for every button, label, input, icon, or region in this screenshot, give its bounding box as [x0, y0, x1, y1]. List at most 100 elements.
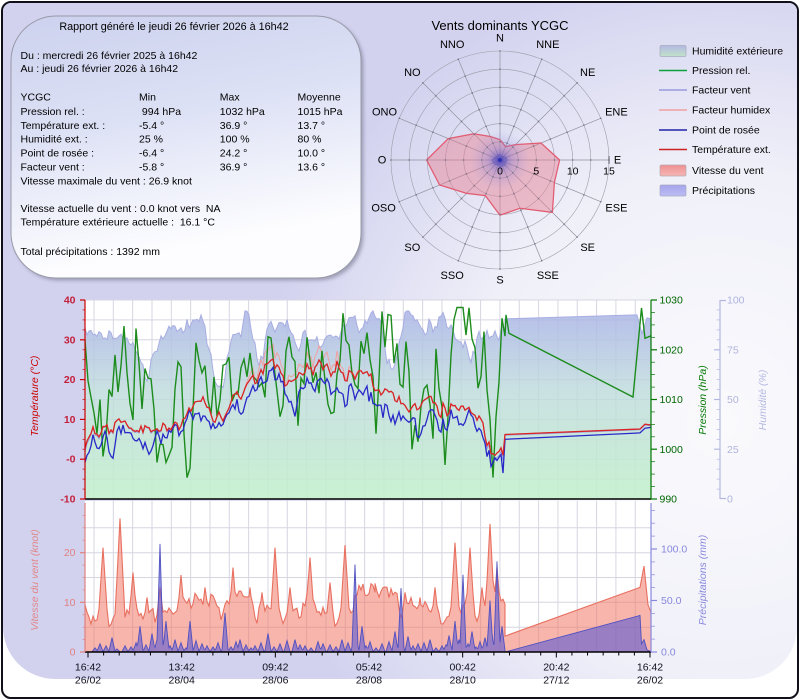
- svg-text:Pression rel.: Pression rel.: [692, 65, 750, 77]
- svg-text:25 %: 25 %: [139, 134, 163, 146]
- svg-text:20: 20: [64, 374, 76, 386]
- svg-text:30: 30: [64, 334, 76, 346]
- svg-text:15: 15: [603, 166, 615, 178]
- svg-text:00:42: 00:42: [450, 662, 476, 674]
- svg-text:-10: -10: [60, 494, 75, 506]
- svg-text:994 hPa: 994 hPa: [139, 106, 181, 118]
- svg-text:O: O: [378, 155, 387, 167]
- svg-text:NO: NO: [404, 67, 421, 79]
- svg-text:0.0: 0.0: [661, 647, 676, 659]
- svg-text:0: 0: [727, 494, 733, 506]
- svg-text:36.9 °: 36.9 °: [220, 162, 248, 174]
- svg-text:10: 10: [64, 414, 76, 426]
- svg-text:Vitesse actuelle du vent : 0.0: Vitesse actuelle du vent : 0.0 knot vers…: [21, 203, 221, 215]
- svg-text:16:42: 16:42: [75, 662, 101, 674]
- svg-text:80 %: 80 %: [298, 134, 322, 146]
- svg-text:SSE: SSE: [537, 270, 559, 282]
- svg-text:28/04: 28/04: [169, 675, 195, 687]
- svg-text:Rapport généré le jeudi 26 fév: Rapport généré le jeudi 26 février 2026 …: [59, 21, 288, 33]
- svg-text:-5.8 °: -5.8 °: [139, 162, 164, 174]
- svg-text:Température ext. :: Température ext. :: [21, 120, 106, 132]
- svg-text:0: 0: [70, 647, 76, 659]
- svg-text:N: N: [496, 33, 504, 45]
- svg-text:-5.4 °: -5.4 °: [139, 120, 164, 132]
- svg-text:100.0: 100.0: [661, 544, 687, 556]
- svg-text:Moyenne: Moyenne: [298, 92, 341, 104]
- svg-text:Facteur vent: Facteur vent: [692, 85, 750, 97]
- svg-text:0: 0: [497, 166, 503, 178]
- svg-text:Humidité extérieure: Humidité extérieure: [692, 46, 783, 58]
- svg-text:Température (°C): Température (°C): [29, 356, 41, 437]
- svg-text:Vitesse du vent (knot): Vitesse du vent (knot): [29, 529, 41, 630]
- svg-text:5: 5: [533, 166, 539, 178]
- svg-text:Précipitations (mm): Précipitations (mm): [697, 535, 709, 625]
- svg-text:990: 990: [660, 494, 678, 506]
- svg-text:Pression rel. :: Pression rel. :: [21, 106, 85, 118]
- svg-text:SE: SE: [580, 242, 595, 254]
- svg-text:10: 10: [64, 597, 76, 609]
- svg-text:Humidité (%): Humidité (%): [757, 370, 769, 431]
- svg-text:Vitesse du vent: Vitesse du vent: [692, 165, 764, 177]
- svg-text:100 %: 100 %: [220, 134, 250, 146]
- svg-text:20: 20: [64, 547, 76, 559]
- svg-text:1030: 1030: [660, 295, 684, 307]
- svg-text:1032 hPa: 1032 hPa: [220, 106, 265, 118]
- svg-text:10: 10: [567, 166, 579, 178]
- svg-text:Max: Max: [220, 92, 241, 104]
- svg-text:S: S: [496, 275, 503, 287]
- svg-text:27/12: 27/12: [543, 675, 569, 687]
- svg-text:13:42: 13:42: [169, 662, 195, 674]
- svg-text:Facteur humidex: Facteur humidex: [692, 105, 771, 117]
- svg-text:Facteur vent :: Facteur vent :: [21, 162, 85, 174]
- svg-text:NE: NE: [580, 67, 595, 79]
- svg-text:Point de rosée: Point de rosée: [692, 125, 760, 137]
- svg-text:YCGC: YCGC: [21, 92, 52, 104]
- svg-text:36.9 °: 36.9 °: [220, 120, 248, 132]
- svg-text:-6.4 °: -6.4 °: [139, 148, 164, 160]
- svg-text:Total précipitations : 1392 mm: Total précipitations : 1392 mm: [21, 246, 161, 258]
- svg-text:75: 75: [727, 344, 739, 356]
- svg-text:50: 50: [727, 394, 739, 406]
- svg-text:Point de rosée :: Point de rosée :: [21, 148, 95, 160]
- svg-text:E: E: [614, 155, 621, 167]
- svg-text:ONO: ONO: [372, 107, 398, 119]
- svg-text:1015 hPa: 1015 hPa: [298, 106, 343, 118]
- svg-text:13.7 °: 13.7 °: [298, 120, 326, 132]
- svg-text:SO: SO: [404, 242, 420, 254]
- svg-text:1010: 1010: [660, 394, 684, 406]
- svg-text:26/02: 26/02: [75, 675, 101, 687]
- svg-text:13.6 °: 13.6 °: [298, 162, 326, 174]
- svg-text:Min: Min: [139, 92, 156, 104]
- svg-text:Au : jeudi 26 février 2026 à 1: Au : jeudi 26 février 2026 à 16h42: [21, 63, 179, 75]
- svg-text:NNE: NNE: [536, 39, 559, 51]
- svg-text:1020: 1020: [660, 344, 684, 356]
- svg-text:1000: 1000: [660, 444, 684, 456]
- svg-text:10.0 °: 10.0 °: [298, 148, 326, 160]
- svg-text:Vents dominants YCGC: Vents dominants YCGC: [431, 18, 568, 33]
- svg-text:Humidité ext. :: Humidité ext. :: [21, 134, 88, 146]
- svg-text:28/08: 28/08: [356, 675, 382, 687]
- svg-text:09:42: 09:42: [262, 662, 288, 674]
- svg-text:NNO: NNO: [440, 39, 465, 51]
- svg-text:24.2 °: 24.2 °: [220, 148, 248, 160]
- svg-text:ESE: ESE: [605, 203, 627, 215]
- svg-text:ENE: ENE: [605, 106, 628, 118]
- svg-text:Du : mercredi 26 février 2025: Du : mercredi 26 février 2025 à 16h42: [21, 50, 198, 62]
- svg-text:25: 25: [727, 444, 739, 456]
- svg-text:Précipitations: Précipitations: [692, 185, 755, 197]
- svg-text:26/02: 26/02: [637, 675, 663, 687]
- svg-text:28/10: 28/10: [450, 675, 476, 687]
- svg-text:-0: -0: [66, 454, 75, 466]
- svg-text:28/06: 28/06: [262, 675, 288, 687]
- svg-text:SSO: SSO: [441, 270, 465, 282]
- svg-text:50.0: 50.0: [661, 595, 682, 607]
- svg-text:Pression (hPa): Pression (hPa): [697, 365, 709, 434]
- svg-text:OSO: OSO: [371, 203, 396, 215]
- svg-text:Température ext.: Température ext.: [692, 144, 771, 156]
- svg-text:05:42: 05:42: [356, 662, 382, 674]
- svg-text:16:42: 16:42: [637, 662, 663, 674]
- svg-text:100: 100: [727, 295, 745, 307]
- svg-text:Température extérieure actuell: Température extérieure actuelle : 16.1 °…: [21, 217, 216, 229]
- svg-text:Vitesse maximale du vent : 26.: Vitesse maximale du vent : 26.9 knot: [21, 176, 192, 188]
- svg-text:40: 40: [64, 295, 76, 307]
